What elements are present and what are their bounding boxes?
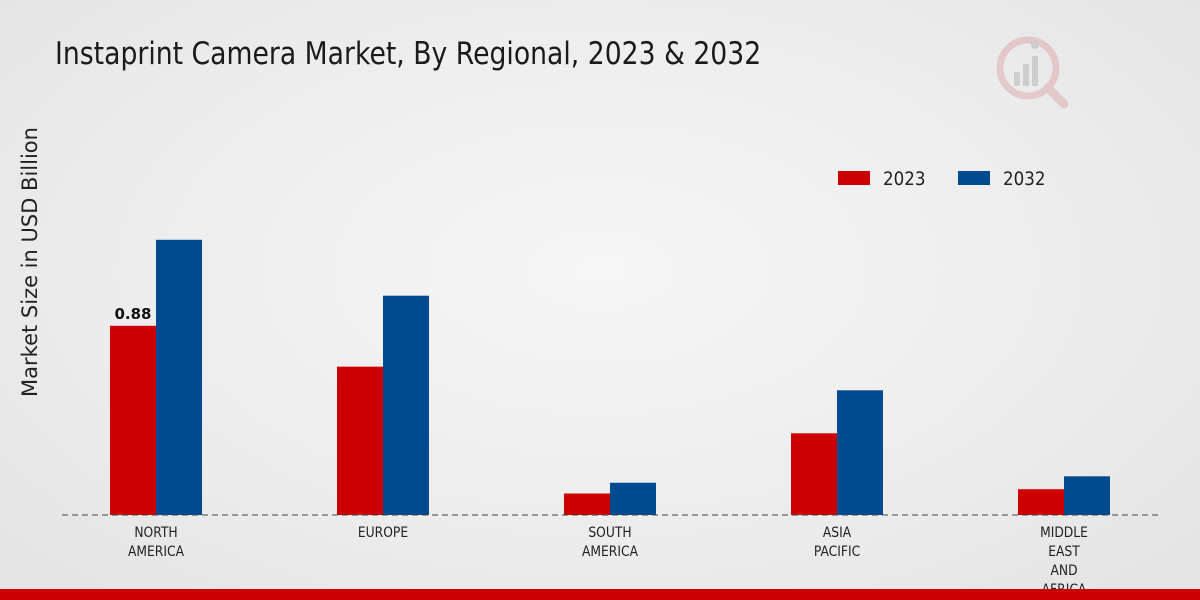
bar-2023-4 xyxy=(1018,489,1064,515)
x-tick-label-3: ASIA PACIFIC xyxy=(814,525,860,560)
x-tick-label-2: SOUTH AMERICA xyxy=(582,525,638,560)
bar-2032-0 xyxy=(156,239,202,516)
legend: 2023 2032 xyxy=(838,168,1046,190)
chart-title: Instaprint Camera Market, By Regional, 2… xyxy=(55,36,762,72)
legend-swatch-2023 xyxy=(838,171,870,185)
x-tick-label-0: NORTH AMERICA xyxy=(128,525,184,560)
data-label-0: 0.88 xyxy=(114,305,151,323)
bars-group xyxy=(110,239,1110,516)
legend-label-2032: 2032 xyxy=(1003,168,1046,190)
data-labels: 0.88 xyxy=(114,305,151,323)
bar-2023-3 xyxy=(791,433,837,515)
bar-2023-0 xyxy=(110,325,156,515)
watermark-logo-icon xyxy=(996,36,1069,109)
x-tick-label-4: MIDDLEEASTANDAFRICA xyxy=(1040,525,1088,598)
legend-label-2023: 2023 xyxy=(883,168,926,190)
bar-2032-1 xyxy=(383,295,429,515)
legend-swatch-2032 xyxy=(958,171,990,185)
bar-2032-2 xyxy=(610,482,656,515)
bar-2023-2 xyxy=(564,493,610,515)
x-tick-labels: NORTH AMERICA EUROPE SOUTH AMERICA ASIA PACIFI… xyxy=(128,525,1088,598)
bar-2023-1 xyxy=(337,366,383,515)
footer-bar xyxy=(0,589,1200,600)
x-tick-label-1: EUROPE xyxy=(358,525,408,541)
bar-2032-3 xyxy=(837,390,883,515)
bar-2032-4 xyxy=(1064,476,1110,515)
